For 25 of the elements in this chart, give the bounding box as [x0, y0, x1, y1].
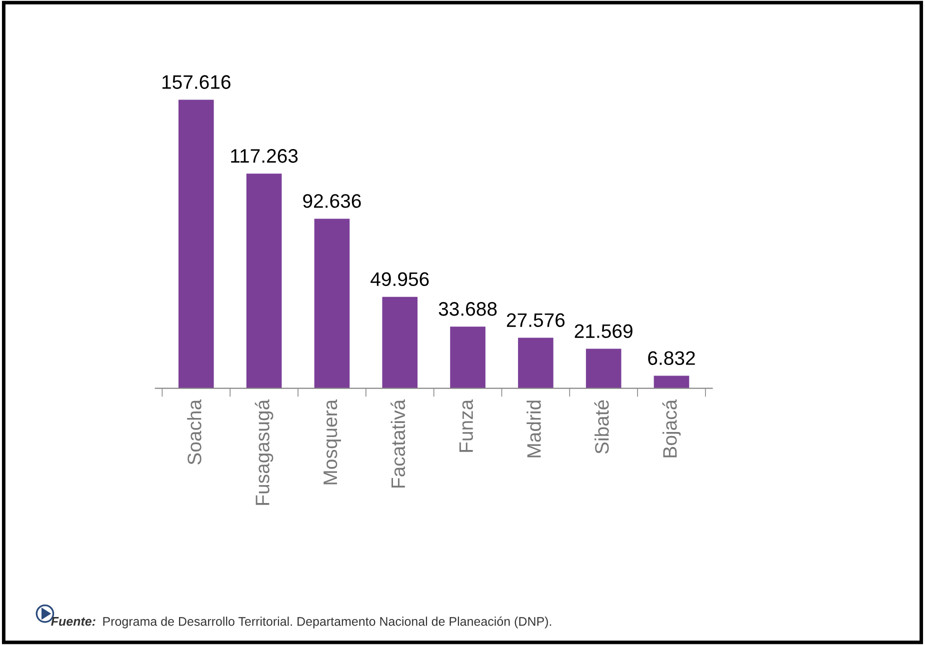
source-note: Fuente: Programa de Desarrollo Territorial. Departamento Nacional de Planeación (DNP).: [51, 616, 552, 628]
x-tick-label: Facatativá: [390, 399, 406, 488]
data-label: 92.636: [303, 194, 361, 208]
bar: [518, 338, 554, 388]
x-tick-label: Sibaté: [594, 400, 609, 454]
bar: [450, 326, 486, 388]
x-tick-label: Bojacá: [662, 399, 681, 458]
bar: [178, 100, 214, 388]
bar: [654, 376, 690, 388]
x-tick-label: Soacha: [187, 399, 202, 464]
bar: [246, 174, 282, 388]
bar: [314, 218, 350, 388]
data-label: 21.569: [574, 324, 632, 338]
data-label: 6.832: [648, 351, 695, 365]
x-tick-label: Fusagasugá: [254, 399, 274, 505]
bar: [586, 348, 622, 388]
data-label: 27.576: [506, 313, 565, 328]
data-label: 49.956: [370, 272, 429, 286]
x-tick-label: Madrid: [526, 400, 541, 458]
data-label: 117.263: [231, 149, 298, 163]
x-tick-label: Funza: [459, 399, 473, 452]
data-label: 157.616: [162, 75, 230, 89]
data-label: 33.688: [438, 302, 497, 316]
bar: [382, 296, 418, 388]
x-tick-label: Mosquera: [324, 399, 342, 484]
